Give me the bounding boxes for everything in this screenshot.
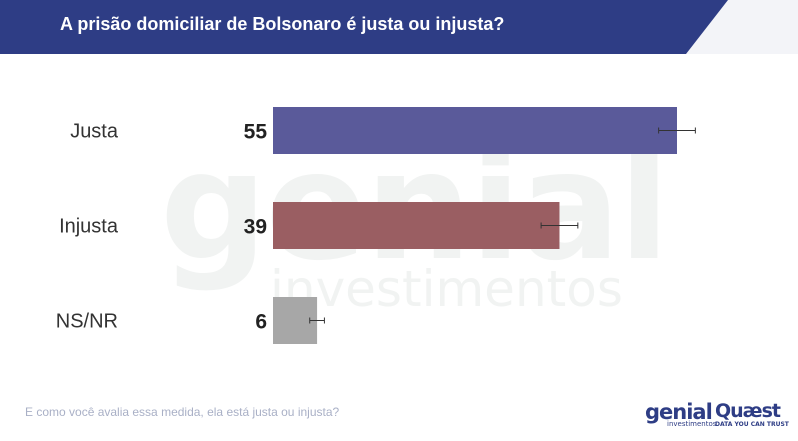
chart-title: A prisão domiciliar de Bolsonaro é justa…: [60, 14, 505, 34]
category-label-justa: Justa: [70, 121, 119, 143]
quaest-logo-sub: DATA YOU CAN TRUST: [715, 421, 789, 428]
genial-logo-sub: investimentos: [667, 420, 717, 428]
bar-injusta: [273, 202, 560, 249]
bar-justa: [273, 107, 677, 154]
genial-logo-main: genial: [645, 400, 713, 424]
category-label-injusta: Injusta: [59, 216, 119, 238]
quaest-logo-main: Quæst: [715, 400, 781, 422]
value-label-justa: 55: [244, 121, 268, 144]
bar-chart: Justa 55 Injusta 39 NS/NR 6: [56, 107, 696, 344]
header-bar: [0, 0, 798, 54]
value-label-ns-nr: 6: [255, 311, 267, 334]
footnote: E como você avalia essa medida, ela está…: [25, 405, 340, 419]
quaest-logo: Quæst DATA YOU CAN TRUST: [715, 402, 789, 428]
value-label-injusta: 39: [244, 216, 267, 239]
genial-logo: genial investimentos: [645, 402, 716, 428]
category-label-ns-nr: NS/NR: [56, 311, 118, 333]
